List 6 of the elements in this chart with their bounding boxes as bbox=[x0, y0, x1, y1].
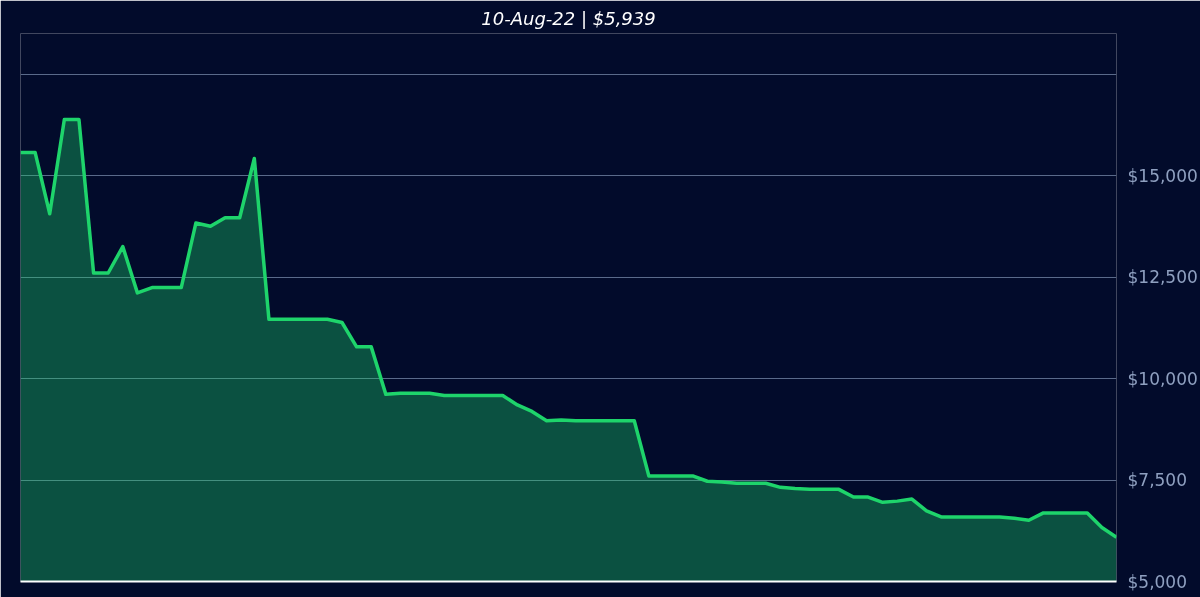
y-tick-label: $5,000 bbox=[1127, 571, 1187, 592]
y-tick-label: $7,500 bbox=[1127, 470, 1187, 491]
y-tick-label: $12,500 bbox=[1127, 267, 1198, 288]
y-tick-label: $10,000 bbox=[1127, 368, 1198, 389]
chart-title: 10-Aug-22 | $5,939 bbox=[481, 7, 656, 29]
y-tick-label: $15,000 bbox=[1127, 165, 1198, 186]
